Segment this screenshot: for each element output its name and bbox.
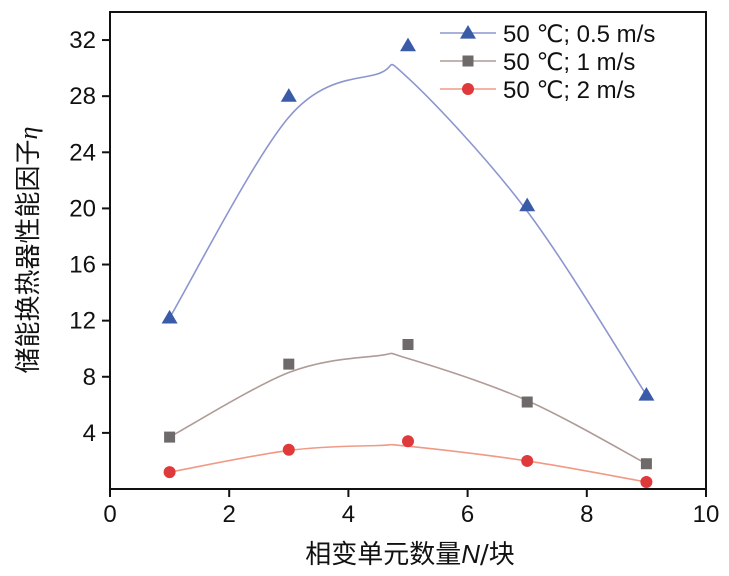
data-point: [280, 88, 297, 102]
y-axis-title: 储能换热器性能因子η: [14, 127, 44, 374]
data-point: [163, 466, 176, 479]
y-tick-label: 32: [69, 27, 96, 54]
data-point: [640, 475, 653, 488]
fit-curve: [169, 443, 647, 483]
legend-label: 50 ℃; 1 m/s: [503, 49, 635, 76]
legend-label: 50 ℃; 0.5 m/s: [503, 21, 655, 48]
y-tick-label: 8: [83, 364, 96, 391]
y-tick-label: 28: [69, 83, 96, 110]
legend-marker: [462, 55, 474, 67]
x-axis-ticks: 0 2 4 6 8 10: [103, 489, 719, 528]
data-point: [282, 443, 295, 456]
data-point: [640, 458, 652, 470]
data-point: [402, 435, 414, 448]
x-tick-label: 8: [580, 501, 593, 528]
data-point: [521, 454, 534, 467]
x-axis-title: 相变单元数量N/块: [305, 539, 515, 570]
data-point: [519, 197, 536, 212]
data-markers: [161, 37, 655, 488]
legend-marker: [460, 25, 476, 39]
legend-label: 50 ℃; 2 m/s: [503, 77, 635, 104]
legend: 50 ℃; 0.5 m/s50 ℃; 1 m/s50 ℃; 2 m/s: [440, 21, 655, 104]
y-tick-label: 4: [83, 420, 96, 447]
plot-frame: [109, 11, 707, 490]
data-point: [161, 309, 178, 324]
y-tick-label: 12: [69, 308, 96, 335]
data-point: [164, 431, 176, 443]
x-tick-label: 4: [342, 501, 355, 528]
y-tick-label: 20: [69, 195, 96, 222]
legend-marker: [462, 83, 474, 95]
fit-curve: [169, 352, 647, 465]
data-point: [283, 358, 295, 370]
y-tick-label: 16: [69, 252, 96, 279]
x-tick-label: 10: [693, 501, 720, 528]
fit-curves: [168, 63, 648, 483]
x-tick-label: 0: [103, 501, 116, 528]
y-tick-label: 24: [69, 139, 96, 166]
y-axis-ticks: 4 8 12 16 20 24 28 32: [69, 27, 110, 447]
data-point: [400, 37, 416, 52]
x-tick-label: 2: [223, 501, 236, 528]
fit-curve: [168, 63, 648, 396]
x-tick-label: 6: [461, 501, 474, 528]
data-point: [521, 396, 533, 408]
data-point: [638, 387, 655, 401]
data-point: [402, 338, 414, 350]
